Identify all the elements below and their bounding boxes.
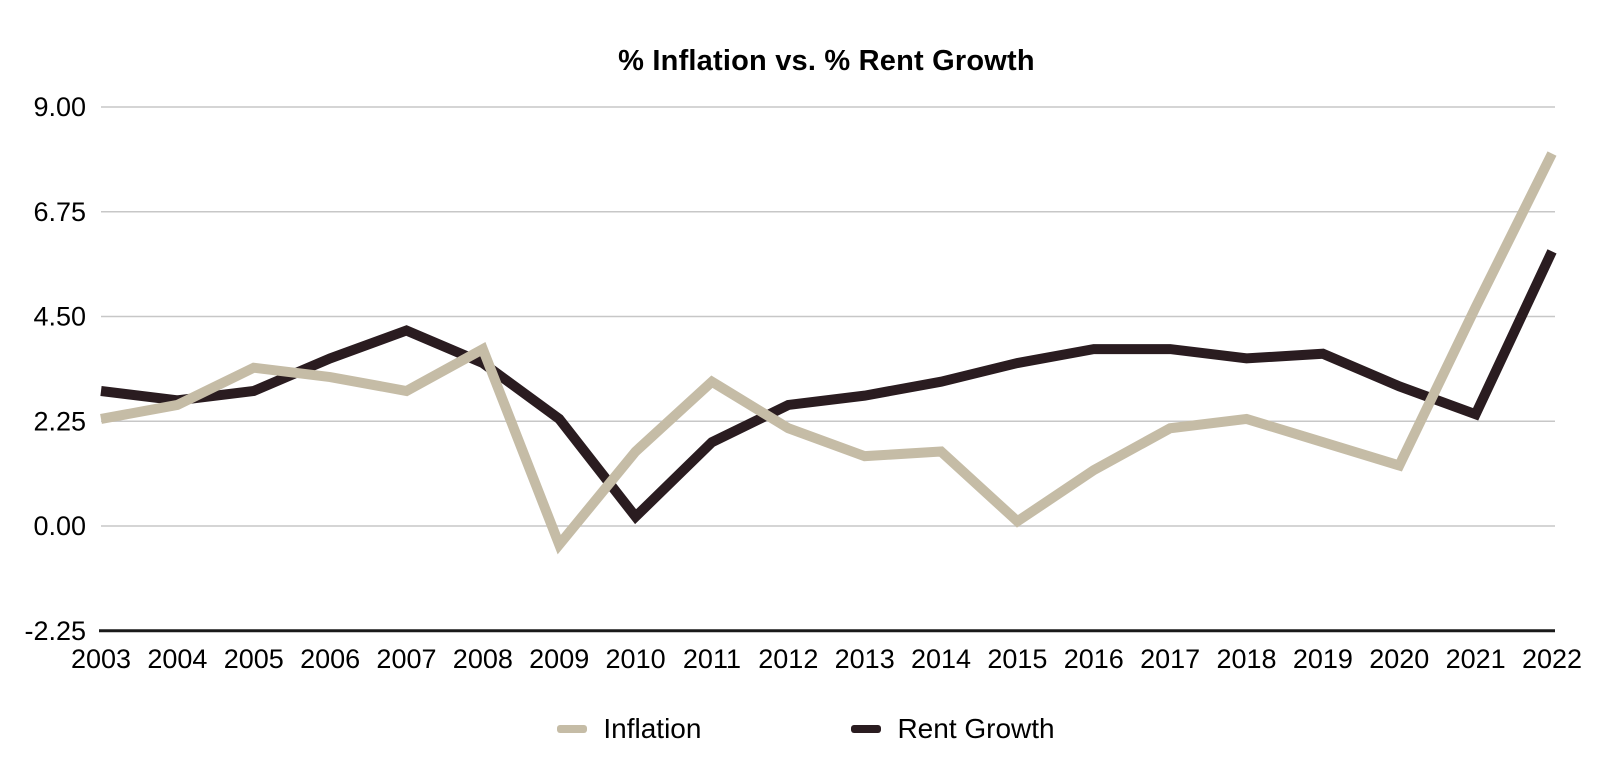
- x-tick-label: 2015: [987, 644, 1047, 674]
- series-line-rent-growth: [100, 249, 1557, 525]
- inflation-legend-label: Inflation: [603, 713, 702, 744]
- y-tick-label: 2.25: [33, 406, 86, 436]
- legend-item-inflation: Inflation: [557, 710, 701, 748]
- y-tick-label: -2.25: [24, 616, 86, 646]
- x-tick-label: 2013: [835, 644, 895, 674]
- y-tick-label: 6.75: [33, 197, 86, 227]
- x-tick-label: 2006: [300, 644, 360, 674]
- x-tick-label: 2020: [1369, 644, 1429, 674]
- x-tick-label: 2009: [529, 644, 589, 674]
- y-tick-label: 9.00: [33, 92, 86, 122]
- x-tick-label: 2008: [453, 644, 513, 674]
- x-tick-label: 2022: [1522, 644, 1582, 674]
- chart-legend: Inflation Rent Growth: [0, 710, 1612, 748]
- x-tick-label: 2021: [1446, 644, 1506, 674]
- y-tick-label: 0.00: [33, 511, 86, 541]
- x-tick-label: 2019: [1293, 644, 1353, 674]
- x-tick-label: 2011: [683, 644, 741, 674]
- x-tick-label: 2012: [758, 644, 818, 674]
- x-tick-label: 2016: [1064, 644, 1124, 674]
- series-line-inflation: [100, 151, 1557, 555]
- x-tick-label: 2014: [911, 644, 971, 674]
- legend-item-rent-growth: Rent Growth: [851, 710, 1055, 748]
- x-tick-label: 2007: [376, 644, 436, 674]
- rent-growth-legend-label: Rent Growth: [897, 713, 1055, 744]
- chart-title: % Inflation vs. % Rent Growth: [618, 45, 1035, 77]
- x-tick-label: 2003: [71, 644, 131, 674]
- x-tick-label: 2018: [1216, 644, 1276, 674]
- y-tick-label: 4.50: [33, 302, 86, 332]
- inflation-series-swatch-icon: [557, 725, 588, 733]
- x-tick-label: 2004: [147, 644, 207, 674]
- x-tick-label: 2017: [1140, 644, 1200, 674]
- rent-growth-series-swatch-icon: [851, 725, 882, 733]
- x-tick-label: 2010: [606, 644, 666, 674]
- x-tick-label: 2005: [224, 644, 284, 674]
